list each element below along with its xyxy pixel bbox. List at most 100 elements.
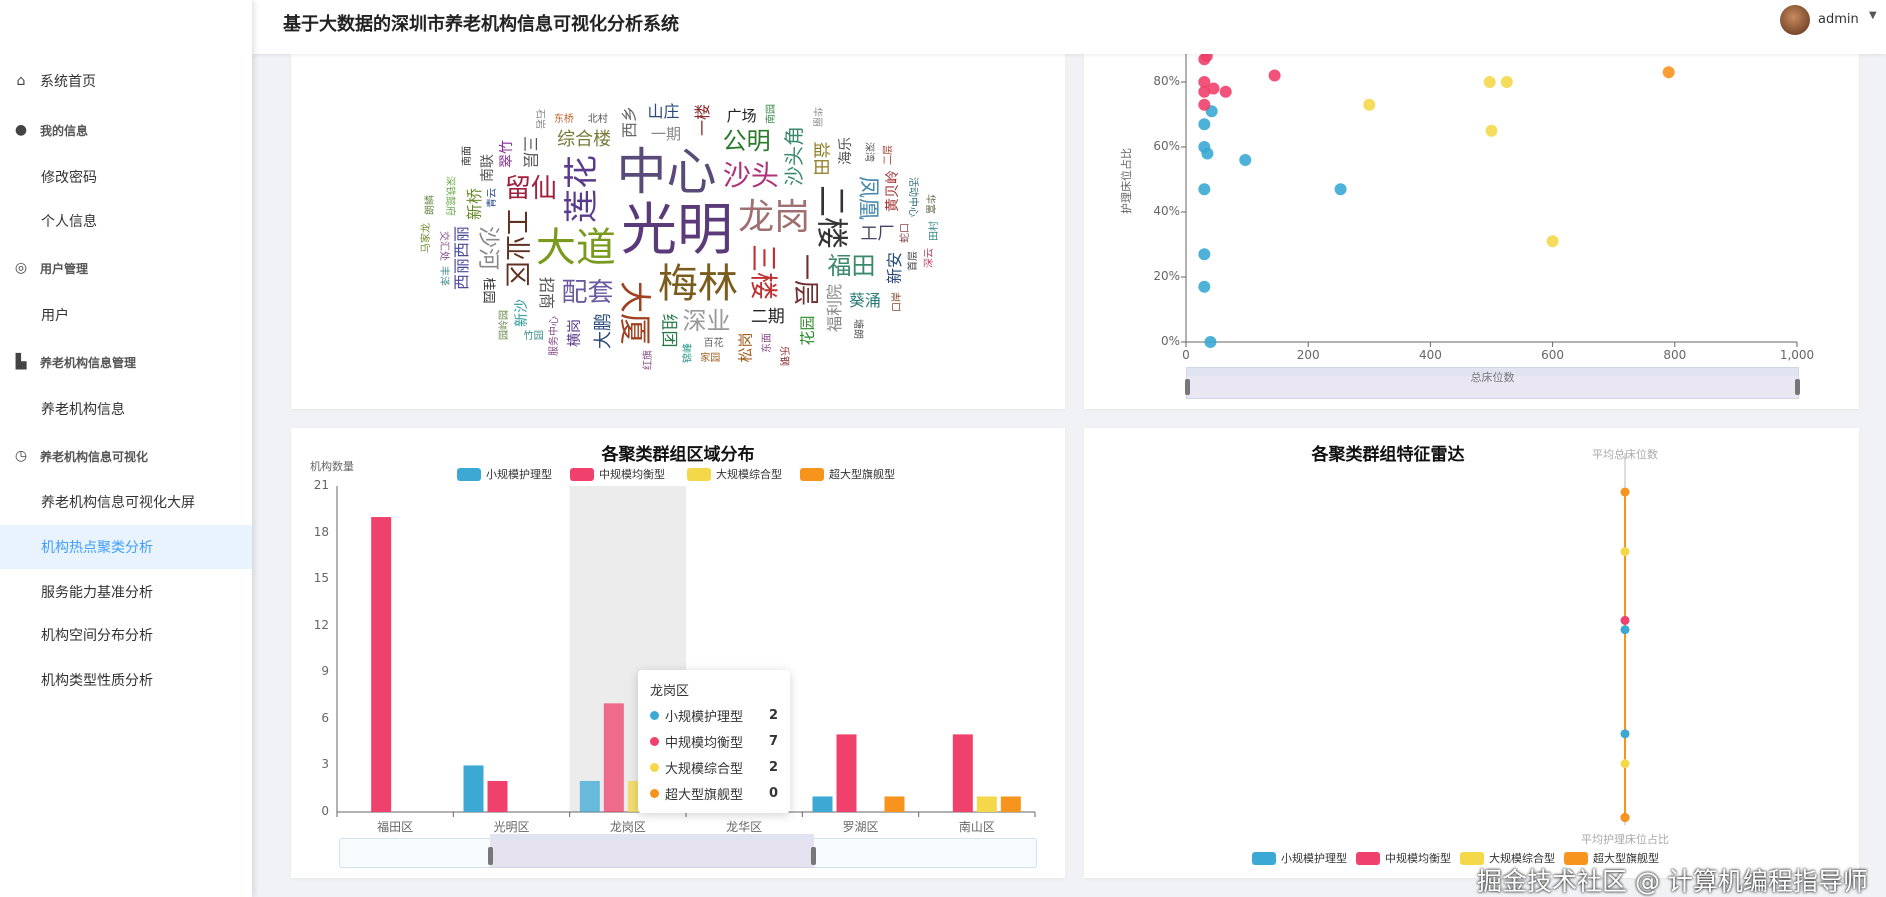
slider-handle-left[interactable] bbox=[488, 847, 493, 865]
wordcloud-word: 园岭园 bbox=[498, 309, 510, 340]
slider-window[interactable] bbox=[490, 834, 814, 868]
x-tick-label: 罗湖区 bbox=[842, 820, 879, 834]
sidebar-item-6[interactable]: ▙ 养老机构信息管理 bbox=[0, 340, 252, 384]
chevron-down-icon[interactable]: ▼ bbox=[1869, 10, 1877, 21]
series-dot-icon bbox=[650, 789, 659, 798]
wordcloud-word: 组团 bbox=[658, 313, 679, 348]
wordcloud-word: 塘朗 bbox=[852, 318, 864, 339]
wordcloud-word: 横岗 bbox=[567, 318, 584, 347]
wordcloud-word: 三楼 bbox=[747, 243, 781, 300]
sidebar-item-label: 用户管理 bbox=[40, 261, 89, 276]
sidebar-item-1[interactable]: ● 我的信息 bbox=[0, 108, 252, 152]
sidebar-item-8[interactable]: ◷ 养老机构信息可视化 bbox=[0, 434, 252, 478]
page-title: 基于大数据的深圳市养老机构信息可视化分析系统 bbox=[283, 14, 679, 35]
legend-item[interactable]: 大规模综合型 bbox=[1460, 850, 1555, 866]
tooltip-row: 超大型旗舰型 0 bbox=[650, 784, 778, 803]
scatter-point bbox=[1485, 124, 1498, 137]
legend-label: 小规模护理型 bbox=[1281, 852, 1347, 865]
wordcloud-word: 二期 bbox=[750, 307, 785, 328]
wordcloud-word: 交汇处 bbox=[437, 230, 449, 261]
wordcloud-word: 花园 bbox=[798, 315, 817, 346]
slider-handle-left[interactable] bbox=[1185, 379, 1190, 395]
bar bbox=[976, 796, 997, 812]
legend-label: 中规模均衡型 bbox=[599, 468, 665, 481]
scatter-point bbox=[1200, 54, 1213, 62]
wordcloud-word: 中心 bbox=[616, 143, 717, 202]
y-tick-label: 40% bbox=[1153, 204, 1180, 218]
sidebar-item-9[interactable]: 养老机构信息可视化大屏 bbox=[0, 480, 252, 524]
wordcloud-word: 南面 bbox=[462, 146, 474, 167]
y-tick-label: 21 bbox=[313, 478, 329, 492]
radar-point bbox=[1620, 487, 1630, 497]
y-tick-label: 9 bbox=[321, 664, 329, 679]
sidebar: ⌂ 系统首页 ● 我的信息 修改密码 个人信息 ◎ 用户管理用户 ▙ 养老机构信息管理 养老机构信息… bbox=[0, 0, 252, 897]
wordcloud-word: 口岸 bbox=[891, 292, 903, 313]
wordcloud-word: 福利院 bbox=[825, 284, 845, 333]
legend-item[interactable]: 小规模护理型 bbox=[1252, 850, 1347, 866]
tooltip-series: 大规模综合型 bbox=[665, 762, 744, 777]
x-tick-label: 800 bbox=[1663, 348, 1687, 362]
legend-label: 超大型旗舰型 bbox=[829, 468, 895, 481]
legend-swatch bbox=[457, 467, 481, 481]
y-tick-label: 6 bbox=[321, 710, 329, 725]
wordcloud-word: 大鹏 bbox=[592, 313, 614, 350]
sidebar-item-2[interactable]: 修改密码 bbox=[0, 155, 252, 199]
avatar[interactable] bbox=[1780, 5, 1810, 35]
wordcloud-word: 一层 bbox=[790, 254, 821, 307]
legend-item[interactable]: 小规模护理型 bbox=[457, 466, 552, 482]
legend-item[interactable]: 超大型旗舰型 bbox=[1564, 850, 1659, 866]
home-icon: ⌂ bbox=[16, 73, 26, 89]
slider-handle-right[interactable] bbox=[1795, 379, 1800, 395]
wordcloud-word: 石岩 bbox=[534, 108, 546, 129]
x-datazoom-slider[interactable]: 总床位数 bbox=[1185, 367, 1800, 399]
legend-item[interactable]: 超大型旗舰型 bbox=[800, 466, 895, 482]
legend-label: 大规模综合型 bbox=[1489, 852, 1555, 865]
legend-item[interactable]: 中规模均衡型 bbox=[1356, 850, 1451, 866]
scatter-point bbox=[1201, 147, 1214, 160]
wordcloud-word: 家园 bbox=[700, 353, 721, 365]
user-circle-icon: ◎ bbox=[14, 260, 28, 276]
wordcloud-word: 丰泽 bbox=[437, 266, 449, 287]
bar bbox=[579, 780, 600, 812]
sidebar-item-7[interactable]: 养老机构信息 bbox=[0, 387, 252, 431]
sidebar-item-5[interactable]: 用户 bbox=[0, 293, 252, 337]
legend-swatch bbox=[1460, 851, 1484, 865]
slider-handle-right[interactable] bbox=[811, 847, 816, 865]
sidebar-item-4[interactable]: ◎ 用户管理 bbox=[0, 246, 252, 290]
wordcloud-word: 华富 bbox=[924, 193, 936, 214]
legend-item[interactable]: 大规模综合型 bbox=[687, 466, 782, 482]
wordcloud-word: 华丽 bbox=[810, 107, 822, 128]
wordcloud-word: 综合楼 bbox=[557, 128, 612, 150]
sidebar-item-3[interactable]: 个人信息 bbox=[0, 199, 252, 243]
wordcloud-word: 松岗 bbox=[736, 332, 755, 363]
user-name[interactable]: admin bbox=[1818, 12, 1859, 27]
legend-label: 超大型旗舰型 bbox=[1593, 852, 1659, 865]
tooltip-series: 小规模护理型 bbox=[665, 710, 744, 725]
y-tick-label: 12 bbox=[313, 617, 329, 632]
sidebar-item-0[interactable]: ⌂ 系统首页 bbox=[0, 59, 252, 103]
y-axis-title: 护理床位占比 bbox=[1120, 148, 1133, 214]
legend-item[interactable]: 中规模均衡型 bbox=[570, 466, 665, 482]
scatter-point bbox=[1198, 280, 1211, 293]
clock-icon: ◷ bbox=[14, 448, 28, 464]
tooltip: 龙岗区 小规模护理型 2 中规模均衡型 7 大规模综合型 2 超大型旗舰型 0 bbox=[638, 670, 790, 813]
sidebar-item-11[interactable]: 服务能力基准分析 bbox=[0, 570, 252, 614]
x-datazoom-slider[interactable] bbox=[339, 834, 1037, 868]
wordcloud-word: 一楼 bbox=[692, 103, 712, 136]
tooltip-row: 大规模综合型 2 bbox=[650, 758, 778, 777]
sidebar-item-label: 服务能力基准分析 bbox=[41, 585, 153, 601]
wordcloud-word: 工厂 bbox=[860, 223, 895, 244]
radar-indicator-label: 平均护理床位占比 bbox=[1581, 833, 1669, 846]
scatter-point bbox=[1483, 76, 1496, 88]
tooltip-series: 超大型旗舰型 bbox=[665, 788, 744, 803]
wordcloud-word: 活动中心 bbox=[906, 177, 918, 218]
sidebar-item-12[interactable]: 机构空间分布分析 bbox=[0, 613, 252, 657]
wordcloud-word: 二层 bbox=[883, 144, 895, 165]
scatter-point bbox=[1219, 85, 1232, 98]
scatter-point bbox=[1204, 336, 1217, 348]
y-axis-title: 机构数量 bbox=[310, 460, 354, 473]
sidebar-item-13[interactable]: 机构类型性质分析 bbox=[0, 658, 252, 702]
sidebar-item-10[interactable]: 机构热点聚类分析 bbox=[0, 525, 252, 569]
wordcloud-word: 山庄 bbox=[647, 102, 680, 122]
wordcloud-word: 留仙 bbox=[504, 174, 557, 205]
